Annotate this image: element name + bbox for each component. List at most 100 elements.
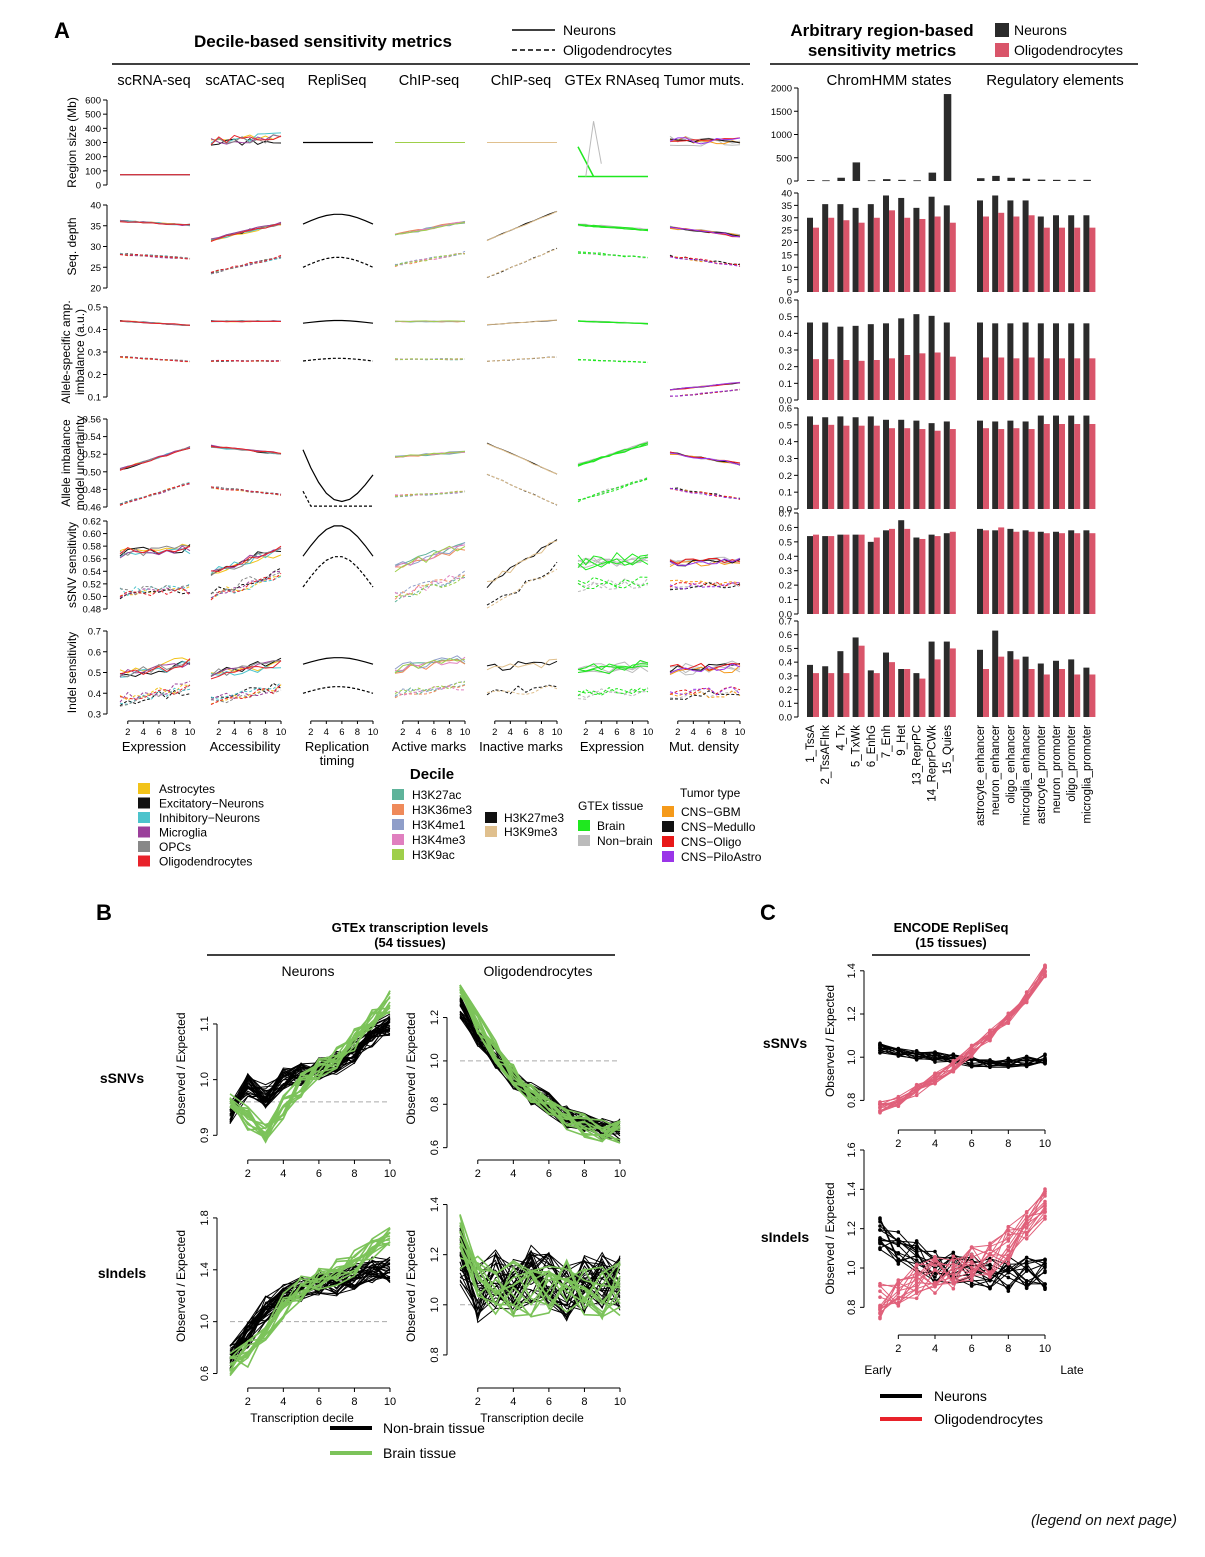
bar-oligo <box>1043 423 1050 509</box>
panel-c-oligo-point <box>969 1046 974 1050</box>
legend-solid-label: Neurons <box>563 22 616 38</box>
panel-b-x-tick-label: 2 <box>245 1168 251 1180</box>
bar-neurons <box>837 204 844 292</box>
panel-c-oligo-point <box>914 1284 919 1288</box>
panel-c-neurons-point <box>988 1063 992 1067</box>
bar-neurons <box>822 322 829 400</box>
bar-oligo <box>998 212 1005 292</box>
bar-y-tick-label: 1500 <box>771 107 792 118</box>
decile-series-nonbrain <box>585 121 602 177</box>
legend-cell-label: Astrocytes <box>159 782 215 796</box>
row-tick-label: 600 <box>85 96 101 107</box>
panel-c-title: ENCODE RepliSeq <box>894 920 1009 935</box>
legend-cell-label: Microglia <box>159 826 207 840</box>
panel-b-brain-line <box>229 1241 391 1372</box>
decile-x-tick-label: 10 <box>552 727 563 738</box>
bar-y-tick-label: 0 <box>787 177 792 188</box>
panel-c-oligo-point <box>1043 966 1047 970</box>
panel-c-neurons-point <box>1043 1061 1047 1066</box>
decile-series-neurons <box>577 224 649 232</box>
panel-c-oligo-point <box>878 1295 882 1300</box>
panel-c-oligo-point <box>933 1268 937 1272</box>
bar-neurons <box>1083 667 1090 717</box>
decile-x-tick-label: 2 <box>492 727 497 738</box>
panel-b-x-tick-label: 4 <box>510 1396 516 1408</box>
panel-c-oligo-point <box>914 1291 919 1296</box>
legend-gtex-label: Brain <box>597 819 625 833</box>
panel-c-oligo-point <box>914 1278 919 1282</box>
bar-oligo <box>813 359 819 400</box>
legend-decile-title: Decile <box>410 766 454 783</box>
panel-c-x-tick-label: 10 <box>1039 1343 1051 1355</box>
panel-c-neurons-point <box>878 1228 882 1232</box>
bar-oligo <box>1089 227 1096 292</box>
panel-c-oligo-point <box>896 1278 901 1283</box>
decile-series-oligo <box>210 682 282 699</box>
decile-series-neurons <box>210 223 282 242</box>
bar-neurons <box>977 200 983 292</box>
decile-x-tick-label: 2 <box>675 727 680 738</box>
panel-b-brain-line <box>459 984 621 1133</box>
bar-neurons <box>943 421 950 509</box>
bar-legend-oligo-label: Oligodendrocytes <box>1014 42 1123 58</box>
legend-active-label: H3K4me3 <box>412 833 466 847</box>
panel-b-y-tick-label: 1.2 <box>429 1010 441 1025</box>
bar-group-title-regulatory: Regulatory elements <box>986 72 1124 89</box>
row-tick-label: 0.2 <box>88 370 101 381</box>
panel-b-brain-line <box>459 1224 621 1321</box>
bar-oligo <box>998 527 1005 614</box>
panel-c-neurons-point <box>1006 1289 1011 1293</box>
row-tick-label: 0.4 <box>88 325 101 336</box>
decile-series-oligo <box>394 684 466 699</box>
panel-c-oligo-line <box>879 967 1046 1105</box>
bar-category-label: 15_Quies <box>942 725 954 774</box>
panel-b-brain-line <box>459 988 621 1137</box>
bar-oligo <box>919 429 926 509</box>
row-tick-label: 0.5 <box>88 303 101 314</box>
decile-series-oligo <box>577 688 649 699</box>
bar-oligo <box>813 673 819 717</box>
bar-neurons <box>1068 215 1075 292</box>
decile-series-oligo <box>210 570 282 599</box>
decile-series-oligo <box>119 684 191 701</box>
panel-b-y-tick-label: 1.4 <box>199 1262 211 1277</box>
panel-c-neurons-point <box>914 1057 919 1061</box>
bar-oligo <box>1074 227 1081 292</box>
decile-series-oligo <box>669 690 741 700</box>
row-tick-label: 0.7 <box>88 627 101 638</box>
decile-series-oligo <box>394 680 466 698</box>
decile-series-neurons <box>394 541 466 566</box>
bar-y-tick-label: 0.5 <box>779 644 792 655</box>
bar-neurons <box>837 326 844 400</box>
panel-c-oligo-point <box>1024 998 1029 1003</box>
row-tick-label: 0.50 <box>83 467 102 478</box>
decile-x-tick-label: 2 <box>308 727 313 738</box>
legend-gtex-title: GTEx tissue <box>578 799 644 813</box>
panel-c-oligo-point <box>951 1281 956 1286</box>
panel-c-oligo-point <box>951 1068 956 1072</box>
bar-neurons <box>1053 531 1059 614</box>
bar-oligo <box>934 352 941 400</box>
bar-oligo <box>904 528 911 614</box>
panel-c-neurons-point <box>1006 1064 1011 1069</box>
decile-series-neurons <box>577 320 649 325</box>
decile-series-neurons <box>210 547 282 575</box>
panel-c-oligo-point <box>988 1272 992 1277</box>
bar-neurons <box>977 649 983 717</box>
panel-c-neurons-point <box>988 1285 992 1289</box>
panel-c-neurons-point <box>1024 1261 1029 1266</box>
panel-c-neurons-point <box>878 1247 882 1252</box>
bar-oligo <box>1059 423 1065 509</box>
decile-series-oligo <box>302 556 374 588</box>
panel-b-brain-line <box>459 986 621 1132</box>
decile-series-neurons <box>577 559 649 571</box>
bar-oligo <box>843 425 850 509</box>
row-tick-label: 0.3 <box>88 348 101 359</box>
bar-neurons <box>898 197 905 292</box>
legend-dashed-label: Oligodendrocytes <box>563 42 672 58</box>
decile-series-oligo <box>210 682 282 700</box>
panel-c-neurons-point <box>988 1059 992 1063</box>
decile-series-oligo <box>394 574 466 599</box>
panel-c-neurons-point <box>896 1240 901 1245</box>
panel-c-oligo-point <box>1043 1201 1047 1206</box>
